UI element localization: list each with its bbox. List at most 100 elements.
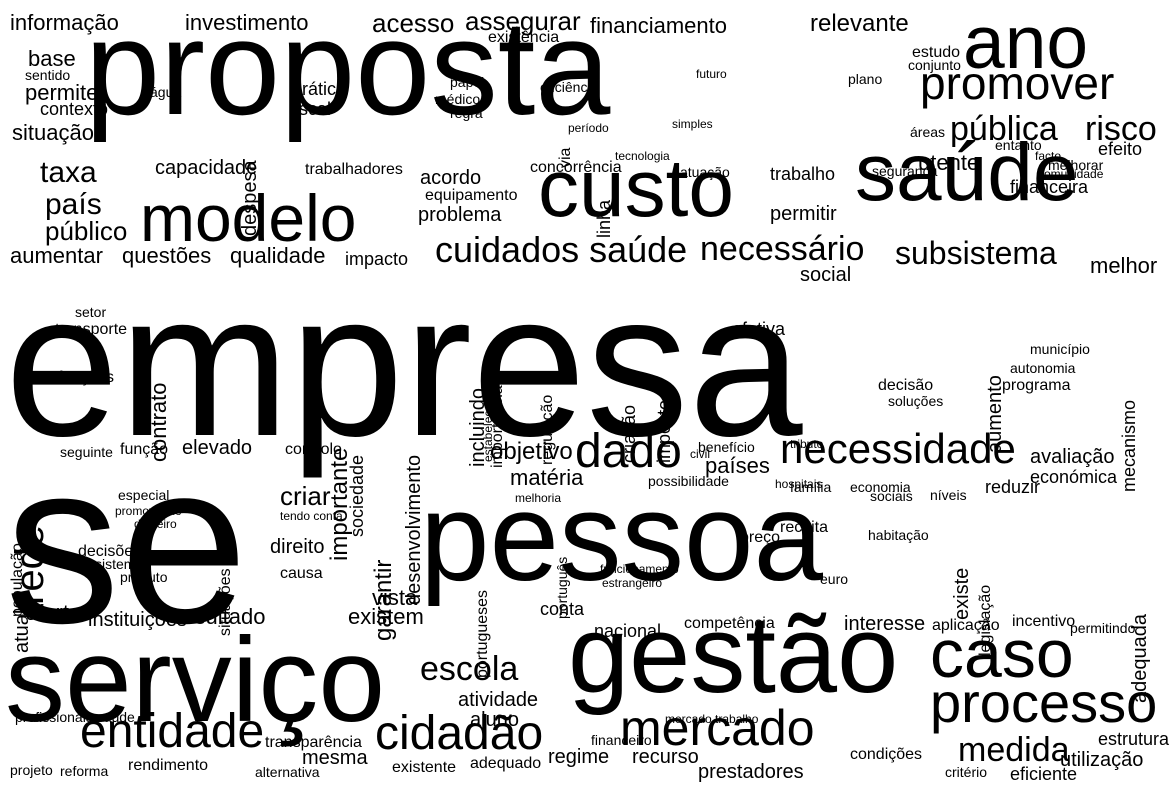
word-entidade: entidade: [80, 705, 265, 758]
word-reduzir: reduzir: [985, 477, 1041, 497]
word-capacidade: capacidade: [155, 157, 258, 179]
word-trabalhadores: trabalhadores: [305, 161, 403, 178]
word-risco: risco: [1085, 110, 1157, 148]
word-contexto: contexto: [40, 99, 109, 119]
word-incentivo: incentivo: [1012, 613, 1076, 630]
word-estrutura: estrutura: [1098, 729, 1170, 749]
word-médico: médico: [435, 91, 481, 107]
word-função: função: [120, 441, 169, 458]
word-estabelecer: estabelecer: [481, 399, 495, 462]
word-eficiência: eficiência: [540, 79, 599, 95]
word-saúde: saúde: [855, 127, 1079, 218]
word-habitação: habitação: [868, 527, 929, 543]
word-futuro: futuro: [696, 67, 727, 81]
word-português: português: [554, 556, 570, 619]
word-necessário: necessário: [700, 230, 865, 268]
word-níveis: níveis: [930, 487, 967, 503]
word-regra: regra: [450, 105, 483, 121]
word-seguinte: seguinte: [60, 444, 113, 460]
word-objetivo: objetivo: [490, 438, 573, 465]
word-funções: funções: [58, 369, 115, 386]
word-preço: preço: [740, 529, 781, 546]
word-efeito: efeito: [1098, 139, 1143, 159]
word-cidadão: cidadão: [375, 707, 544, 760]
word-transporte: transporte: [55, 321, 128, 338]
word-criar: criar: [280, 481, 331, 511]
word-adequado: adequado: [470, 755, 542, 772]
word-rendimento: rendimento: [128, 757, 209, 774]
word-gestão: gestão: [568, 593, 899, 716]
word-município: município: [1030, 341, 1090, 357]
word-critério: critério: [945, 764, 988, 780]
word-conta: conta: [540, 599, 585, 619]
word-se: se: [5, 414, 248, 671]
word-permite: permite: [25, 80, 99, 105]
word-desenvolvimento: desenvolvimento: [403, 454, 425, 605]
word-melhorar: melhorar: [1048, 157, 1104, 173]
word-cuidados-saúde: cuidados saúde: [435, 229, 688, 270]
word-relevante: relevante: [810, 10, 909, 37]
word-nacional: nacional: [594, 621, 662, 641]
word-conjunto: conjunto: [908, 57, 961, 73]
word-fiscal: fiscal: [290, 99, 332, 119]
word-financeira: financeira: [1010, 177, 1089, 197]
word-questões: questões: [122, 243, 212, 268]
word-receita: receita: [780, 519, 829, 536]
word-mesma: mesma: [302, 747, 368, 769]
word-especial: especial: [118, 487, 170, 503]
word-efetiva: efetiva: [732, 319, 786, 339]
word-investimento: investimento: [185, 10, 309, 35]
word-comunidade: comunidade: [1038, 167, 1104, 181]
word-serviço: serviço: [5, 613, 386, 747]
word-pessoa: pessoa: [420, 468, 824, 607]
word-projeto: projeto: [10, 762, 53, 778]
word-promovendo: promovendo: [115, 504, 182, 518]
word-assegurar: assegurar: [465, 6, 581, 36]
word-subsistema: subsistema: [895, 235, 1057, 271]
word-existe: existe: [951, 567, 973, 620]
word-medida: medida: [958, 731, 1070, 769]
word-sentido: sentido: [25, 67, 71, 83]
word-condições: condições: [850, 746, 923, 763]
word-mecanismo: mecanismo: [1119, 399, 1139, 492]
word-elevado: elevado: [182, 437, 253, 459]
word-transparência: transparência: [265, 734, 362, 751]
word-proposta: proposta: [85, 0, 611, 143]
word-autonomia: autonomia: [1010, 360, 1076, 376]
word-custo: custo: [538, 143, 734, 234]
word-existem: existem: [348, 604, 424, 629]
word-público: público: [45, 216, 128, 246]
word-áreas: áreas: [910, 124, 946, 140]
word-existente: existente: [392, 759, 457, 776]
word-competência: competência: [684, 615, 775, 632]
word-matéria: matéria: [510, 465, 584, 490]
word-dinheiro: dinheiro: [134, 517, 177, 531]
word-existência: existência: [488, 29, 560, 46]
word-modelo: modelo: [140, 181, 357, 255]
word-reforma: reforma: [60, 763, 109, 779]
word-base: base: [28, 46, 76, 71]
word-melhoria: melhoria: [515, 491, 562, 505]
word-acordo: acordo: [420, 167, 482, 189]
word-qualidade: qualidade: [230, 243, 326, 268]
word-situações: situações: [217, 568, 234, 636]
word-despesa: despesa: [239, 160, 261, 236]
word-possibilidade: possibilidade: [648, 473, 729, 489]
word-trabalho: trabalho: [770, 164, 836, 184]
word-prestadores: prestadores: [698, 761, 804, 783]
word-decisões: decisões: [78, 543, 142, 560]
word-permitindo: permitindo: [1070, 620, 1136, 636]
word-estudo: estudo: [912, 44, 961, 61]
word-permitir: permitir: [770, 203, 837, 225]
word-concorrência: concorrência: [530, 159, 622, 176]
word-aluno: aluno: [470, 709, 519, 731]
word-caso: caso: [930, 616, 1074, 692]
word-mercado-trabalho: mercado trabalho: [665, 712, 759, 726]
word-população: população: [9, 543, 26, 617]
word-necessidade: necessidade: [780, 425, 1016, 472]
word-aumentar: aumentar: [10, 243, 103, 268]
word-resultado: resultado: [175, 604, 266, 629]
word-portugueses: portugueses: [474, 589, 491, 678]
word-dado: dado: [575, 425, 682, 478]
word-civil: civil: [690, 447, 710, 461]
